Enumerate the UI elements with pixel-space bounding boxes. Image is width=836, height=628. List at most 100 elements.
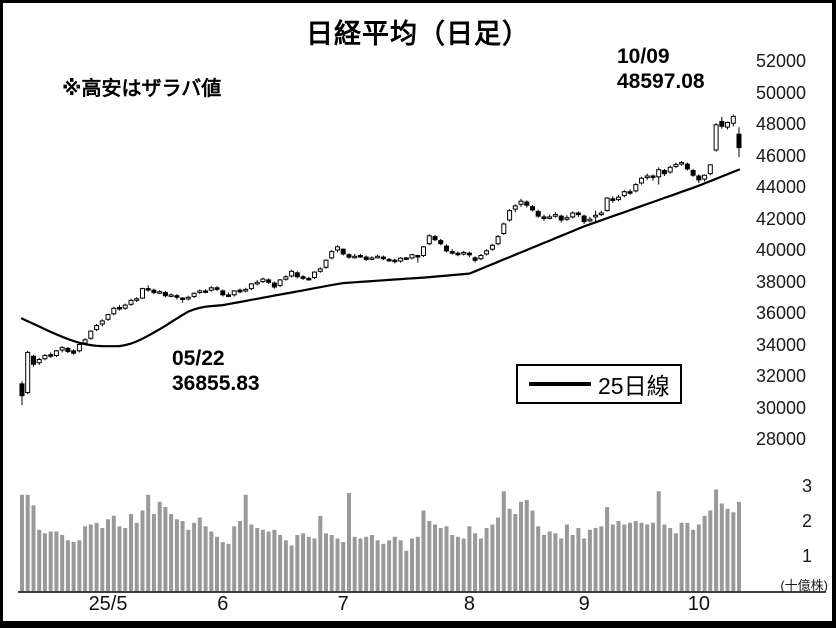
- candle-body: [151, 289, 157, 294]
- candle-body: [736, 133, 742, 149]
- candle-body: [19, 383, 25, 397]
- volume-bar: [622, 524, 627, 591]
- volume-bar: [215, 536, 219, 592]
- candle-body: [398, 257, 404, 262]
- volume-bar: [94, 522, 99, 592]
- volume-bar: [737, 501, 741, 592]
- volume-bar: [547, 531, 552, 591]
- candle-body: [656, 169, 662, 178]
- volume-bar: [20, 494, 24, 592]
- chart-title: 日経平均（日足）: [306, 19, 530, 49]
- candle-body: [598, 212, 604, 216]
- candle-body: [444, 245, 449, 252]
- month-tick-label: 6: [217, 593, 229, 615]
- volume-bar: [450, 535, 455, 591]
- candle-body: [461, 251, 467, 255]
- volume-tick-label: 2: [801, 511, 812, 531]
- volume-bar: [192, 522, 197, 592]
- candle-body: [312, 271, 317, 279]
- ma25-legend-line-swatch: [529, 382, 591, 386]
- price-tick-label: 50000: [756, 82, 807, 103]
- ma25-line: [20, 168, 741, 348]
- volume-bar: [295, 535, 300, 591]
- candle-body: [570, 212, 576, 218]
- low-annotation: 05/22 36855.83: [172, 346, 260, 396]
- volume-bar: [358, 538, 363, 591]
- volume-bar: [438, 528, 443, 591]
- candle-body: [306, 277, 312, 281]
- volume-bar: [65, 540, 70, 592]
- candle-body: [266, 279, 272, 283]
- volume-bar: [536, 526, 541, 592]
- candle-body: [426, 235, 432, 245]
- volume-bar: [679, 522, 684, 592]
- volume-bar: [341, 542, 346, 591]
- volume-bar: [278, 535, 283, 591]
- intraday-note: ※高安はザラバ値: [62, 78, 222, 100]
- candle-body: [375, 255, 381, 259]
- volume-bar: [467, 526, 472, 592]
- low-annotation-date: 05/22: [172, 347, 225, 370]
- volume-bar: [255, 528, 260, 591]
- candle-body: [346, 254, 352, 258]
- candle-body: [117, 307, 122, 310]
- volume-bar: [731, 512, 736, 592]
- candle-body: [42, 355, 48, 360]
- candle-body: [547, 216, 553, 219]
- volume-bar: [656, 491, 661, 592]
- volume-bar: [398, 540, 403, 592]
- candle-body: [88, 330, 94, 339]
- candle-body: [564, 217, 570, 220]
- volume-bar: [329, 535, 334, 591]
- volume-bar: [88, 524, 93, 591]
- price-tick-label: 46000: [756, 145, 807, 166]
- candle-body: [507, 210, 513, 221]
- volume-bar: [146, 494, 151, 592]
- candle-body: [122, 304, 128, 309]
- candle-body: [403, 257, 409, 260]
- candle-body: [289, 270, 295, 277]
- candle-body: [300, 276, 306, 279]
- volume-bar: [289, 545, 294, 591]
- volume-bar: [272, 529, 277, 592]
- candle-body: [363, 256, 369, 261]
- volume-bar: [111, 515, 116, 592]
- volume-bar: [496, 517, 501, 591]
- volume-bar: [318, 515, 323, 592]
- candle-body: [690, 170, 696, 176]
- volume-bar: [708, 510, 713, 591]
- volume-bar: [519, 501, 523, 592]
- candle-body: [94, 325, 100, 331]
- volume-bar: [404, 550, 409, 592]
- volume-bar: [169, 514, 174, 591]
- month-tick-label: 9: [578, 593, 590, 615]
- candle-body: [472, 257, 478, 261]
- volume-bar: [71, 542, 76, 591]
- candle-body: [524, 201, 530, 206]
- price-tick-label: 40000: [756, 240, 807, 260]
- candle-body: [587, 218, 593, 222]
- month-tick-label: 10: [687, 593, 710, 615]
- volume-bar: [559, 538, 564, 591]
- volume-bar: [433, 524, 437, 591]
- volume-bar: [123, 528, 128, 591]
- volume-bar: [605, 507, 610, 591]
- volume-bar: [478, 538, 483, 591]
- volume-bar: [220, 542, 225, 591]
- volume-bar: [691, 529, 696, 592]
- month-tick-label: 7: [337, 593, 349, 615]
- candle-body: [134, 298, 140, 301]
- price-tick-label: 30000: [756, 397, 807, 418]
- volume-bar: [352, 536, 357, 592]
- volume-bar: [668, 528, 673, 591]
- price-tick-label: 28000: [756, 429, 807, 449]
- candle-body: [31, 355, 36, 365]
- candle-body: [335, 246, 340, 251]
- volume-bar: [421, 510, 426, 591]
- candle-body: [157, 291, 163, 294]
- candle-body: [392, 259, 398, 263]
- candle-body: [248, 283, 254, 290]
- volume-bar: [174, 519, 179, 592]
- volume-bar: [180, 521, 185, 591]
